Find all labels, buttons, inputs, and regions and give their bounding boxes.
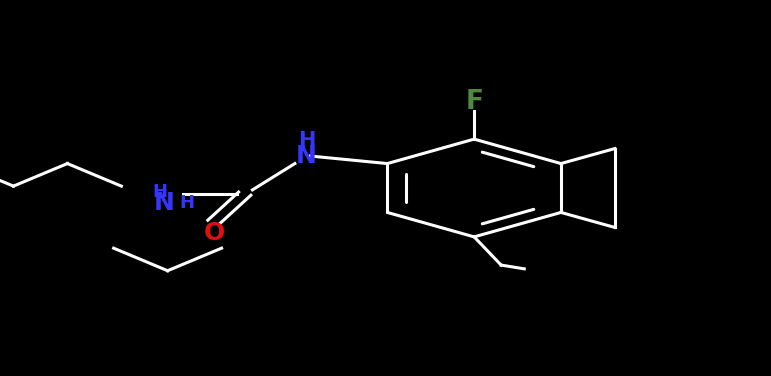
Text: O: O (204, 221, 224, 245)
Text: F: F (465, 88, 483, 115)
Text: H: H (153, 183, 167, 201)
Text: N: N (153, 191, 174, 215)
Text: N: N (296, 144, 317, 168)
Text: H: H (298, 131, 315, 151)
Text: H: H (180, 194, 194, 212)
